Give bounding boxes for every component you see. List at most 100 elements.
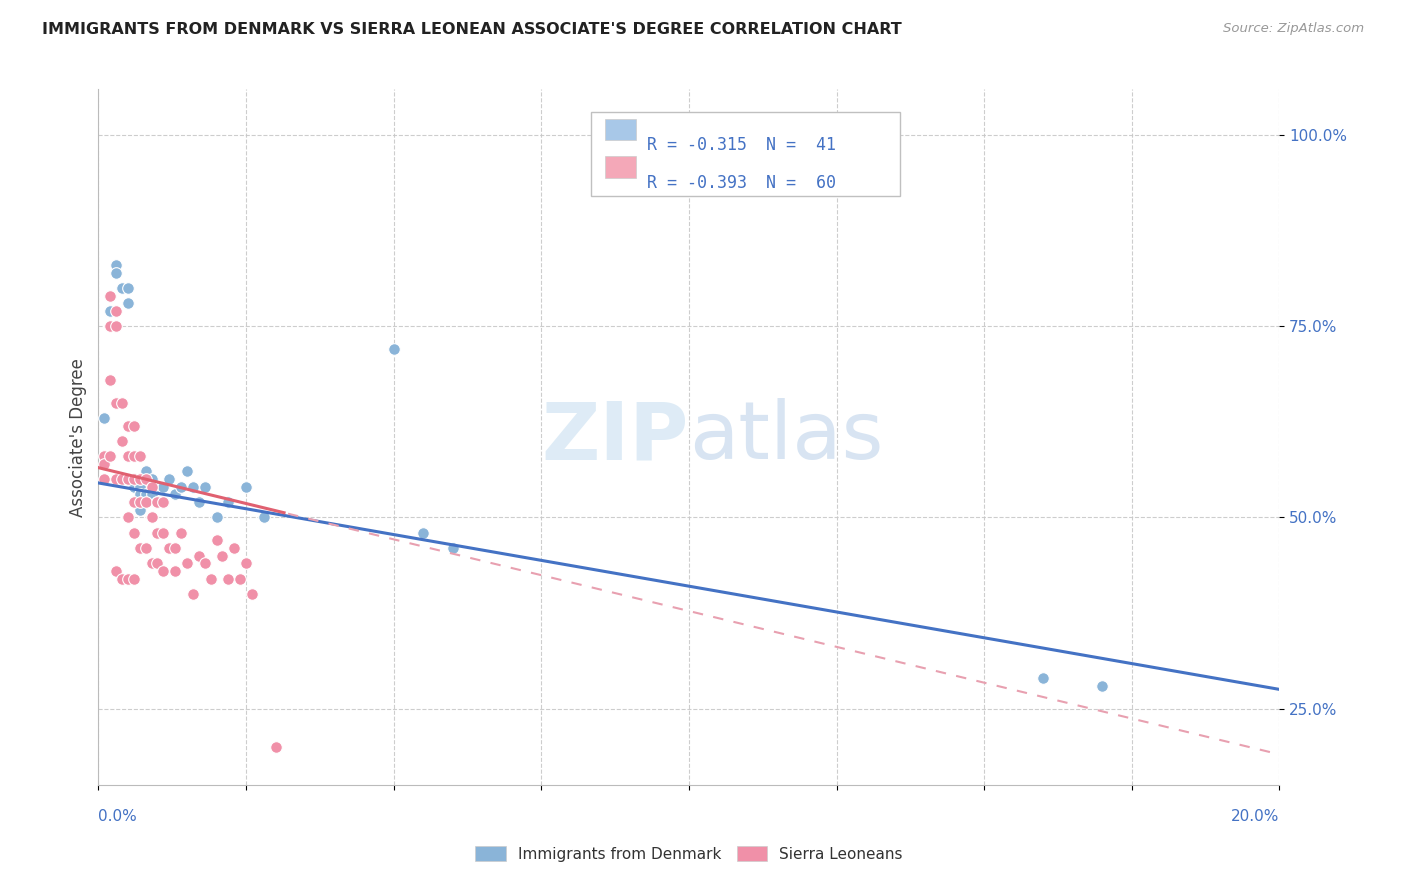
Point — [105, 304, 128, 318]
Point — [98, 288, 121, 302]
Point — [176, 556, 198, 570]
Text: R = -0.393: R = -0.393 — [647, 174, 747, 192]
Point — [117, 296, 139, 310]
Point — [122, 418, 145, 433]
Point — [111, 572, 134, 586]
Point — [235, 480, 257, 494]
Point — [111, 434, 134, 448]
Point — [117, 449, 139, 463]
Point — [122, 449, 145, 463]
Point — [135, 541, 157, 555]
Point — [211, 549, 233, 563]
Point — [105, 319, 128, 334]
Point — [205, 510, 228, 524]
Point — [1032, 671, 1054, 685]
Point — [117, 472, 139, 486]
Point — [117, 472, 139, 486]
Point — [194, 480, 217, 494]
Point — [98, 319, 121, 334]
Point — [135, 487, 157, 501]
Point — [240, 587, 263, 601]
Point — [93, 472, 115, 486]
Point — [105, 472, 128, 486]
Point — [135, 495, 157, 509]
Point — [152, 495, 174, 509]
Text: R = -0.315: R = -0.315 — [647, 136, 747, 154]
Point — [117, 510, 139, 524]
Text: Source: ZipAtlas.com: Source: ZipAtlas.com — [1223, 22, 1364, 36]
Point — [181, 587, 204, 601]
Point — [217, 572, 239, 586]
Point — [128, 472, 150, 486]
Point — [93, 457, 115, 471]
Point — [146, 556, 169, 570]
Text: 20.0%: 20.0% — [1232, 809, 1279, 823]
Point — [146, 480, 169, 494]
Point — [165, 487, 187, 501]
Point — [105, 395, 128, 409]
Point — [146, 495, 169, 509]
Point — [165, 541, 187, 555]
Point — [264, 739, 287, 754]
Point — [141, 556, 163, 570]
Point — [122, 572, 145, 586]
Point — [105, 266, 128, 280]
Point — [412, 525, 434, 540]
Point — [235, 556, 257, 570]
Point — [187, 495, 209, 509]
Point — [200, 572, 222, 586]
Point — [93, 449, 115, 463]
Point — [382, 342, 405, 356]
Point — [111, 472, 134, 486]
Point — [117, 418, 139, 433]
Text: 0.0%: 0.0% — [98, 809, 138, 823]
Point — [122, 525, 145, 540]
Text: N =  60: N = 60 — [766, 174, 837, 192]
Point — [224, 541, 246, 555]
Text: N =  41: N = 41 — [766, 136, 837, 154]
Point — [152, 525, 174, 540]
Point — [111, 395, 134, 409]
Point — [105, 258, 128, 272]
Point — [141, 480, 163, 494]
Point — [229, 572, 252, 586]
Point — [152, 564, 174, 578]
Point — [98, 304, 121, 318]
Point — [146, 525, 169, 540]
Point — [128, 487, 150, 501]
Point — [187, 549, 209, 563]
Text: IMMIGRANTS FROM DENMARK VS SIERRA LEONEAN ASSOCIATE'S DEGREE CORRELATION CHART: IMMIGRANTS FROM DENMARK VS SIERRA LEONEA… — [42, 22, 901, 37]
Point — [111, 472, 134, 486]
Point — [93, 411, 115, 425]
Point — [98, 373, 121, 387]
Y-axis label: Associate's Degree: Associate's Degree — [69, 358, 87, 516]
Text: ZIP: ZIP — [541, 398, 689, 476]
Point — [176, 465, 198, 479]
Point — [141, 510, 163, 524]
Point — [128, 480, 150, 494]
Point — [128, 541, 150, 555]
Point — [141, 487, 163, 501]
Point — [181, 480, 204, 494]
Point — [105, 564, 128, 578]
Point — [253, 510, 276, 524]
Point — [441, 541, 464, 555]
Point — [128, 502, 150, 516]
Point — [194, 556, 217, 570]
Point — [1091, 679, 1114, 693]
Point — [170, 525, 193, 540]
Point — [205, 533, 228, 548]
Point — [128, 495, 150, 509]
Point — [128, 449, 150, 463]
Legend: Immigrants from Denmark, Sierra Leoneans: Immigrants from Denmark, Sierra Leoneans — [470, 839, 908, 868]
Point — [117, 281, 139, 295]
Point — [117, 572, 139, 586]
Point — [157, 472, 180, 486]
Point — [152, 495, 174, 509]
Point — [141, 472, 163, 486]
Point — [152, 480, 174, 494]
Point — [170, 480, 193, 494]
Point — [128, 472, 150, 486]
Point — [98, 449, 121, 463]
Point — [146, 495, 169, 509]
